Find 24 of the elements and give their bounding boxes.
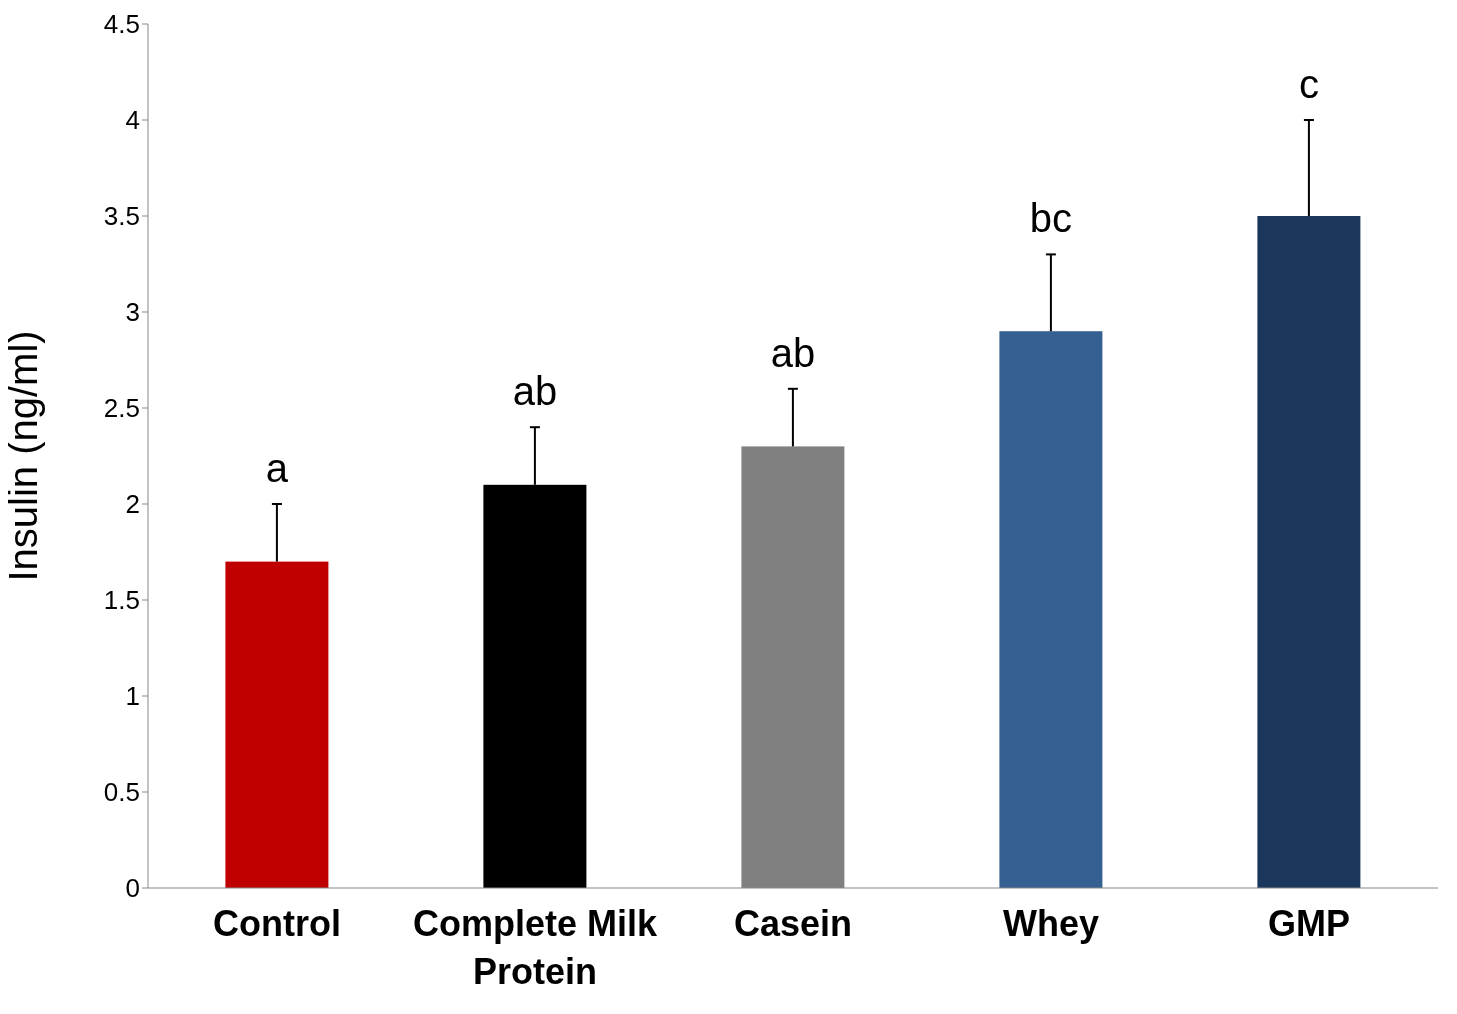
y-tick-label: 0.5 [103,777,140,808]
y-tick-label: 4.5 [103,9,140,40]
y-axis-title: Insulin (ng/ml) [1,330,46,582]
y-tick-label: 4 [125,105,140,136]
x-tick-label: GMP [1267,903,1351,944]
annotation: a [265,446,289,490]
y-tick-label: 3.5 [103,201,140,232]
x-tick-label: Control [213,903,341,944]
y-tick-label: 0 [125,873,140,904]
annotation: ab [512,369,558,414]
y-tick-label: 2.5 [103,393,140,424]
x-tick-label: Complete Milk Protein [412,903,658,992]
annotation: bc [1029,196,1073,241]
x-tick-label: Whey [1002,903,1100,944]
y-tick-label: 1 [125,681,140,712]
bar [225,561,329,888]
annotation: ab [770,330,816,375]
y-tick-label: 1.5 [103,585,140,616]
y-tick-label: 2 [125,489,140,520]
x-tick-label: Casein [733,903,853,944]
bar [1257,216,1361,888]
y-tick-label: 3 [125,297,140,328]
annotation: c [1298,62,1319,106]
bar [999,331,1103,888]
